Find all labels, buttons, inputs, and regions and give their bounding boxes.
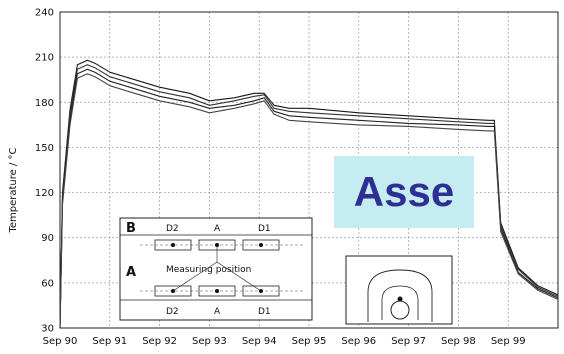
inset-label-a: A xyxy=(126,265,136,280)
inset-caption: Measuring position xyxy=(166,265,251,275)
inset-top-label: D2 xyxy=(166,224,179,234)
x-tick-label: Sep 98 xyxy=(441,336,476,347)
inset-bottom-label: D1 xyxy=(258,307,271,317)
y-tick-label: 120 xyxy=(35,188,54,199)
y-tick-label: 30 xyxy=(41,324,54,335)
x-tick-label: Sep 90 xyxy=(43,336,78,347)
y-tick-label: 210 xyxy=(35,53,54,64)
inset-label-b: B xyxy=(126,221,136,236)
y-tick-label: 240 xyxy=(35,8,54,19)
asse-label: Asse xyxy=(353,168,455,215)
axes xyxy=(59,11,559,329)
inset-top-label: A xyxy=(214,224,221,234)
plot-frame xyxy=(59,11,559,329)
inset-bottom-label: D2 xyxy=(166,307,179,317)
drift-cross-section xyxy=(345,255,453,325)
y-tick-label: 60 xyxy=(41,278,54,289)
y-axis-label: Temperature / °C xyxy=(8,147,19,233)
x-tick-label: Sep 91 xyxy=(92,336,127,347)
x-tick-label: Sep 92 xyxy=(142,336,177,347)
asse-label-box: Asse xyxy=(334,156,474,228)
series-line xyxy=(59,64,559,329)
inset-bottom-label: A xyxy=(214,307,221,317)
inset-top-label: D1 xyxy=(258,224,271,234)
x-tick-label: Sep 95 xyxy=(292,336,327,347)
y-tick-label: 150 xyxy=(35,143,54,154)
series-lines xyxy=(59,59,559,329)
series-line xyxy=(59,73,559,329)
y-tick-label: 90 xyxy=(41,233,54,244)
y-tick-label: 180 xyxy=(35,98,54,109)
inset-schematic: B A D2 A D1 D2 A D1 Measuring position xyxy=(119,217,313,321)
series-line xyxy=(59,59,559,329)
x-tick-labels: Sep 90 Sep 91 Sep 92 Sep 93 Sep 94 Sep 95 Sep … xyxy=(43,336,526,347)
y-tick-labels: 30 60 90 120 150 180 210 240 xyxy=(35,8,54,335)
x-tick-label: Sep 97 xyxy=(391,336,426,347)
x-tick-label: Sep 99 xyxy=(491,336,526,347)
x-tick-label: Sep 93 xyxy=(192,336,227,347)
series-line xyxy=(59,68,559,329)
x-tick-label: Sep 96 xyxy=(341,336,376,347)
x-tick-label: Sep 94 xyxy=(242,336,277,347)
